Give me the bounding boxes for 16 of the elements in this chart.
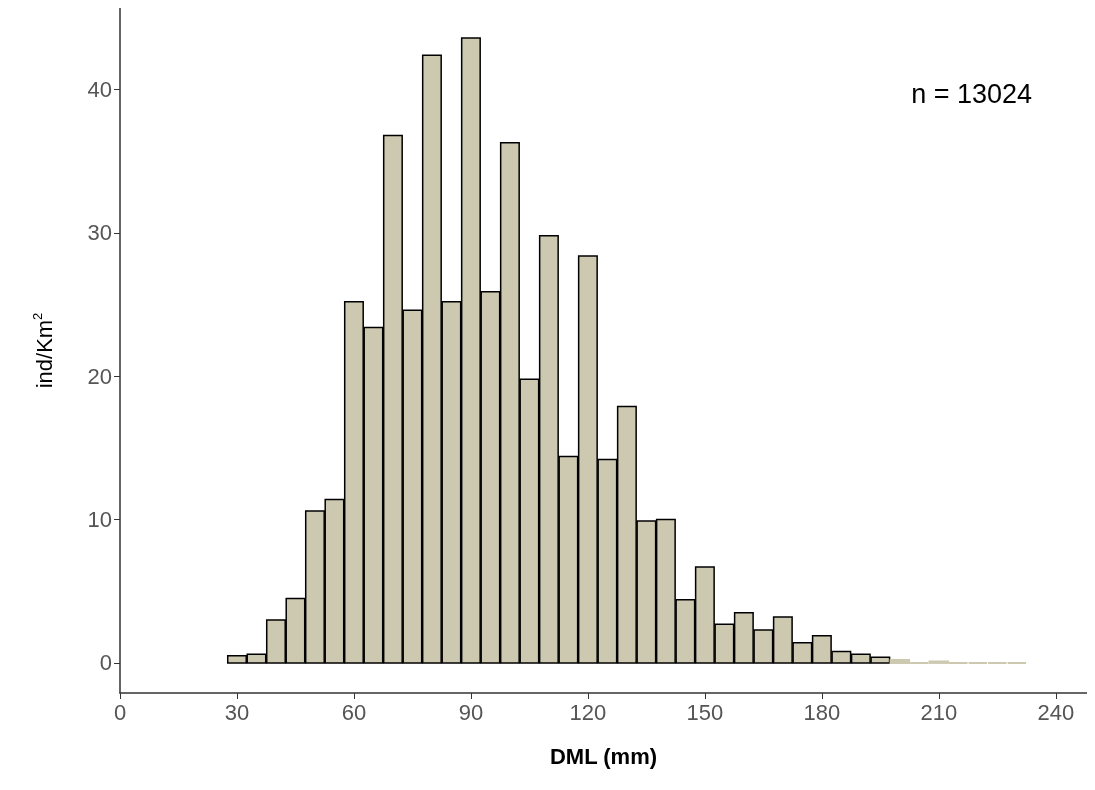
x-tick-label: 30 [224,699,250,725]
x-tick-label: 210 [920,699,958,725]
x-axis-title: DML (mm) [549,743,658,769]
y-axis-title: ind/Km2 [30,312,57,389]
x-tick-label: 180 [803,699,841,725]
x-tick-label: 90 [458,699,484,725]
x-tick-label: 60 [341,699,367,725]
x-tick-label: 240 [1037,699,1075,725]
y-tick-label: 40 [87,77,112,103]
x-tick-label: 120 [569,699,607,725]
y-tick-label: 10 [87,507,112,533]
annotation: n = 13024 [911,78,1033,109]
y-tick-label: 30 [87,220,112,246]
y-tick-label: 20 [87,363,112,389]
x-tick-label: 150 [686,699,724,725]
y-tick-label: 0 [99,650,112,676]
